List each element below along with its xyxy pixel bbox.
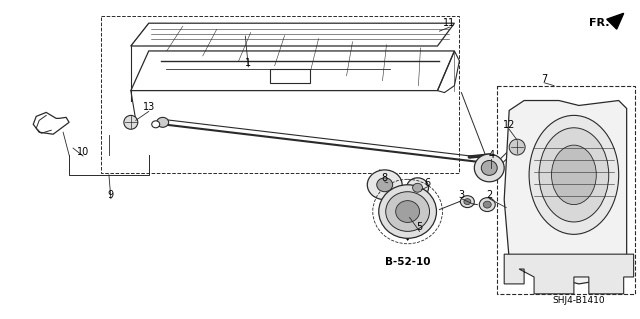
Text: 6: 6 [424,178,431,188]
Ellipse shape [479,198,495,211]
Text: 10: 10 [77,147,89,157]
Polygon shape [607,13,623,29]
Circle shape [509,139,525,155]
Ellipse shape [552,145,596,204]
Text: 7: 7 [541,74,547,84]
Text: 9: 9 [108,190,114,200]
Text: SHJ4-B1410: SHJ4-B1410 [552,296,605,305]
Ellipse shape [152,121,160,128]
Text: 5: 5 [417,222,422,233]
Ellipse shape [396,201,420,222]
Text: FR.: FR. [589,18,609,28]
Ellipse shape [406,178,429,198]
Text: 8: 8 [381,173,388,183]
Circle shape [124,115,138,129]
Ellipse shape [529,115,619,234]
Ellipse shape [539,128,609,222]
Ellipse shape [367,170,402,200]
Text: 2: 2 [486,190,492,200]
Ellipse shape [483,201,492,208]
Text: 3: 3 [458,190,465,200]
Ellipse shape [460,196,474,208]
Polygon shape [504,254,634,294]
Text: B-52-10: B-52-10 [385,257,430,267]
Ellipse shape [157,117,169,127]
Ellipse shape [377,178,393,192]
Text: 1: 1 [245,58,252,68]
Text: 13: 13 [143,102,155,113]
Ellipse shape [474,154,504,182]
Ellipse shape [386,192,429,231]
Ellipse shape [379,185,436,238]
Polygon shape [504,100,627,284]
Ellipse shape [464,199,471,204]
Ellipse shape [413,183,422,192]
Ellipse shape [481,160,497,175]
Text: 12: 12 [503,120,515,130]
Text: 11: 11 [444,18,456,28]
Text: 4: 4 [488,150,494,160]
